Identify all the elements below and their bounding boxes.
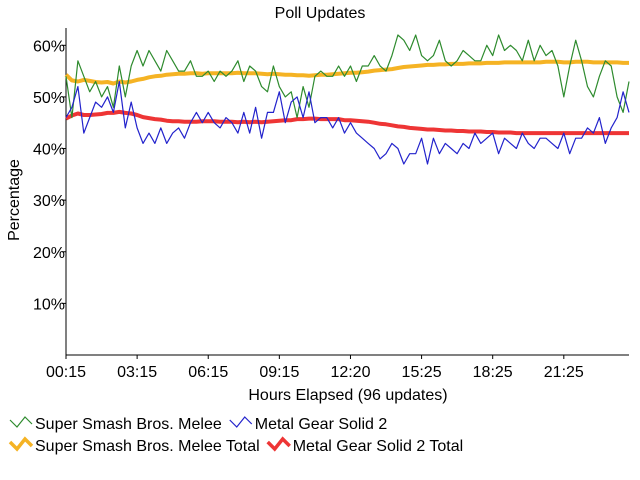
x-tick-label: 18:25 <box>473 364 513 381</box>
series-layer <box>64 34 630 165</box>
x-axis-label: Hours Elapsed (96 updates) <box>248 387 447 404</box>
y-axis-label: Percentage <box>6 159 23 241</box>
y-tick-label: 50% <box>33 90 65 107</box>
series-line-metal-gear-solid-2 <box>65 80 630 165</box>
legend-label: Metal Gear Solid 2 Total <box>293 438 463 455</box>
x-tick-label: 15:25 <box>402 364 442 381</box>
y-tick-label: 20% <box>33 245 65 262</box>
y-tick-label: 10% <box>33 296 65 313</box>
series-line-metal-gear-solid-2-total <box>65 109 629 136</box>
legend-label: Super Smash Bros. Melee Total <box>35 438 260 455</box>
legend-swatch <box>9 416 33 428</box>
y-tick-label: 60% <box>33 38 65 55</box>
y-tick-label: 40% <box>33 142 65 159</box>
x-tick-label: 09:15 <box>259 364 299 381</box>
y-axis-ticks: 10% 20% 30% 40% 50% 60% <box>33 38 66 313</box>
x-tick-label: 00:15 <box>46 364 86 381</box>
x-tick-label: 12:20 <box>330 364 370 381</box>
legend-label: Super Smash Bros. Melee <box>35 416 222 433</box>
legend-swatch <box>266 436 291 452</box>
legend: Super Smash Bros. Melee Metal Gear Solid … <box>8 416 463 455</box>
y-tick-label: 30% <box>33 193 65 210</box>
series-line-super-smash-bros-melee-total <box>64 59 629 86</box>
x-axis-ticks: 00:15 03:15 06:15 09:15 12:20 15:25 18:25 21:25 <box>46 355 584 381</box>
legend-label: Metal Gear Solid 2 <box>255 416 388 433</box>
x-tick-label: 03:15 <box>117 364 157 381</box>
legend-swatch <box>229 416 253 428</box>
chart-title: Poll Updates <box>275 5 366 22</box>
series-line-super-smash-bros-melee <box>65 34 630 119</box>
x-tick-label: 06:15 <box>188 364 228 381</box>
plot-area: 10% 20% 30% 40% 50% 60% 00:15 03:15 06:15 09:15 1… <box>33 28 630 381</box>
x-tick-label: 21:25 <box>544 364 584 381</box>
legend-swatch <box>8 436 34 452</box>
